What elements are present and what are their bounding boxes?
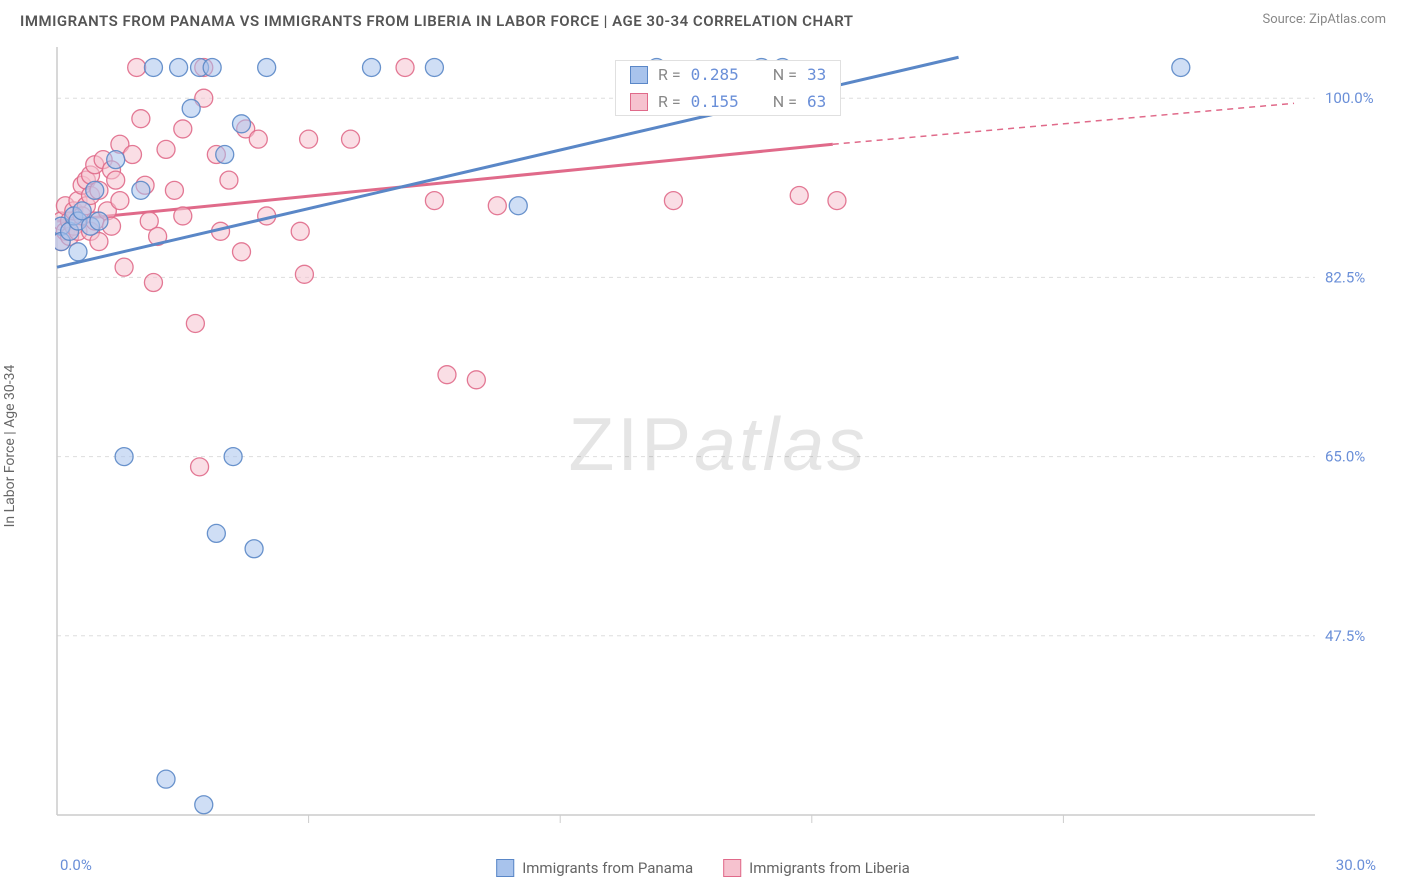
legend-item[interactable]: Immigrants from Panama [496, 859, 693, 877]
legend-label: Immigrants from Liberia [749, 859, 910, 877]
x-axis-max-label: 30.0% [1336, 856, 1376, 874]
chart-area: 47.5%65.0%82.5%100.0% ZIPatlas R =0.285N… [55, 45, 1381, 842]
svg-text:65.0%: 65.0% [1325, 448, 1365, 466]
n-value: 63 [807, 92, 826, 111]
r-label: R = [658, 65, 681, 84]
chart-title: IMMIGRANTS FROM PANAMA VS IMMIGRANTS FRO… [20, 12, 854, 30]
scatter-chart-svg: 47.5% 65.0% 82.5% 100.0% [55, 45, 1375, 835]
legend-swatch [630, 93, 648, 111]
legend-label: Immigrants from Panama [522, 859, 693, 877]
x-axis-min-label: 0.0% [60, 856, 92, 874]
corr-legend-row: R = 0.155 N = 63 [616, 88, 840, 115]
svg-text:47.5%: 47.5% [1325, 627, 1365, 645]
legend-item[interactable]: Immigrants from Liberia [723, 859, 910, 877]
series-legend: Immigrants from Panama Immigrants from Li… [496, 859, 910, 877]
r-value: 0.155 [691, 92, 739, 111]
n-label: N = [773, 65, 797, 84]
y-axis-label: In Labor Force | Age 30-34 [2, 365, 18, 528]
svg-text:100.0%: 100.0% [1325, 89, 1374, 107]
legend-swatch [723, 859, 741, 877]
legend-swatch [630, 66, 648, 84]
source-link[interactable]: ZipAtlas.com [1309, 12, 1386, 27]
correlation-legend: R = 0.285 N = 33 R = 0.155 N = 63 [615, 60, 841, 116]
n-label: N = [773, 92, 797, 111]
n-value: 33 [807, 65, 826, 84]
r-value: 0.285 [691, 65, 739, 84]
svg-text:82.5%: 82.5% [1325, 268, 1365, 286]
legend-swatch [496, 859, 514, 877]
r-label: R = [658, 92, 681, 111]
corr-legend-row: R = 0.285 N = 33 [616, 61, 840, 88]
source-prefix: Source: [1262, 12, 1309, 27]
source-credit: Source: ZipAtlas.com [1262, 12, 1386, 27]
